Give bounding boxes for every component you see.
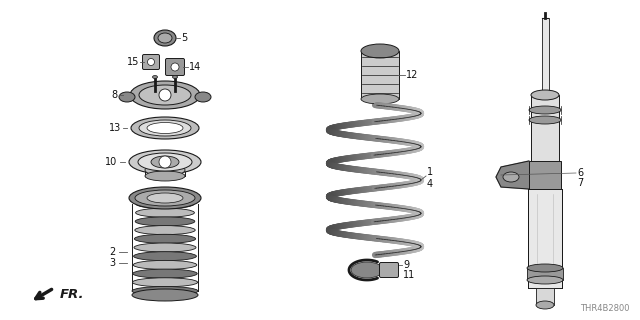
Ellipse shape	[136, 208, 195, 217]
Ellipse shape	[503, 172, 519, 182]
Ellipse shape	[531, 90, 559, 100]
Circle shape	[171, 63, 179, 71]
Text: 7: 7	[577, 178, 583, 188]
Ellipse shape	[154, 30, 176, 46]
Bar	[542, 18, 549, 95]
Circle shape	[159, 156, 171, 168]
Text: 14: 14	[189, 62, 201, 72]
FancyBboxPatch shape	[166, 59, 184, 76]
Ellipse shape	[147, 123, 183, 133]
Circle shape	[147, 59, 154, 66]
Bar	[531, 95, 559, 175]
Ellipse shape	[527, 276, 563, 284]
Ellipse shape	[361, 44, 399, 58]
Ellipse shape	[173, 76, 177, 78]
Circle shape	[159, 89, 171, 101]
Ellipse shape	[129, 187, 201, 209]
Ellipse shape	[132, 278, 198, 287]
Ellipse shape	[529, 116, 561, 124]
Ellipse shape	[134, 252, 196, 261]
Text: 4: 4	[427, 179, 433, 189]
Text: 8: 8	[111, 90, 117, 100]
Ellipse shape	[135, 226, 195, 235]
Ellipse shape	[133, 260, 197, 269]
FancyBboxPatch shape	[143, 54, 159, 69]
Bar	[361, 51, 399, 99]
Text: 2: 2	[109, 247, 115, 257]
Ellipse shape	[133, 269, 197, 278]
Ellipse shape	[132, 289, 198, 301]
Text: 10: 10	[105, 157, 117, 167]
Ellipse shape	[536, 301, 554, 309]
Text: 5: 5	[181, 33, 188, 43]
Text: 1: 1	[427, 167, 433, 177]
Ellipse shape	[151, 156, 179, 168]
Ellipse shape	[529, 106, 561, 114]
Ellipse shape	[135, 217, 195, 226]
Ellipse shape	[119, 92, 135, 102]
Ellipse shape	[147, 193, 183, 203]
Ellipse shape	[138, 153, 192, 171]
Ellipse shape	[136, 199, 194, 209]
Text: 13: 13	[109, 123, 121, 133]
Text: 15: 15	[127, 57, 139, 67]
Bar	[528, 189, 562, 288]
Bar	[536, 288, 554, 305]
Polygon shape	[496, 161, 529, 189]
Ellipse shape	[134, 234, 196, 243]
Text: 6: 6	[577, 168, 583, 178]
Ellipse shape	[527, 264, 563, 272]
Ellipse shape	[134, 243, 196, 252]
Text: 3: 3	[109, 258, 115, 268]
FancyBboxPatch shape	[380, 262, 399, 277]
Ellipse shape	[351, 262, 383, 278]
Ellipse shape	[131, 117, 199, 139]
Ellipse shape	[158, 33, 172, 43]
Text: 9: 9	[403, 260, 409, 270]
Ellipse shape	[361, 94, 399, 104]
Bar	[529, 161, 561, 189]
Text: 11: 11	[403, 270, 415, 280]
Ellipse shape	[132, 286, 198, 295]
Text: THR4B2800: THR4B2800	[580, 304, 630, 313]
Text: FR.: FR.	[60, 287, 84, 300]
Ellipse shape	[152, 76, 157, 78]
Ellipse shape	[145, 164, 185, 176]
Ellipse shape	[195, 92, 211, 102]
Ellipse shape	[145, 171, 185, 181]
Ellipse shape	[129, 150, 201, 174]
Ellipse shape	[135, 190, 195, 206]
Ellipse shape	[139, 85, 191, 105]
Ellipse shape	[139, 120, 191, 136]
Bar	[527, 268, 563, 280]
Text: 12: 12	[406, 70, 419, 80]
Ellipse shape	[130, 81, 200, 109]
